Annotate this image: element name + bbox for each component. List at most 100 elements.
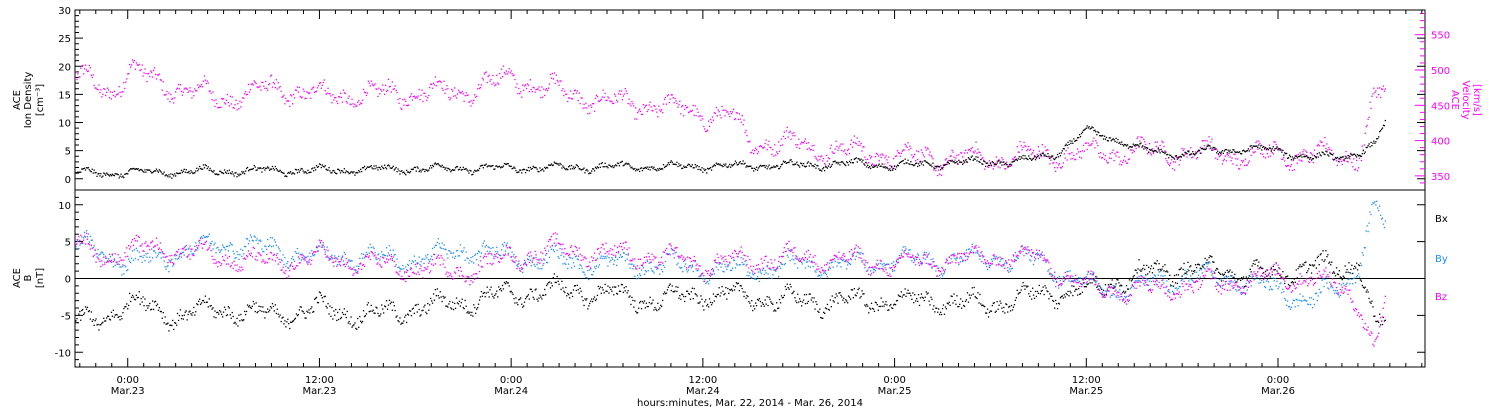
by-point (135, 247, 137, 249)
bx-point (1121, 285, 1123, 287)
density-point (535, 166, 537, 169)
velocity-point (1371, 95, 1373, 97)
velocity-point (683, 115, 685, 117)
velocity-point (1225, 160, 1227, 162)
velocity-point (1076, 153, 1078, 155)
bx-point (1123, 290, 1125, 292)
bx-point (250, 307, 252, 309)
velocity-point (264, 87, 266, 89)
bx-point (1287, 275, 1289, 277)
bx-point (969, 297, 971, 299)
bx-point (506, 282, 508, 284)
velocity-point (431, 83, 433, 86)
density-point (608, 164, 610, 166)
bx-point (1216, 267, 1218, 270)
density-point (104, 173, 106, 175)
bx-point (1065, 292, 1067, 295)
density-point (752, 167, 754, 169)
velocity-point (1175, 156, 1178, 158)
bx-point (155, 305, 158, 307)
bx-point (842, 299, 844, 301)
density-point (214, 173, 216, 175)
velocity-point (168, 92, 170, 94)
bx-point (1301, 265, 1303, 267)
density-point (725, 163, 727, 165)
velocity-point (454, 87, 456, 89)
velocity-point (341, 101, 344, 103)
bx-point (297, 314, 299, 316)
velocity-point (894, 155, 897, 157)
velocity-point (500, 77, 502, 79)
bx-point (402, 322, 404, 324)
velocity-point (798, 138, 800, 140)
density-point (703, 168, 705, 170)
velocity-point (1296, 162, 1298, 164)
velocity-point (1034, 155, 1037, 158)
velocity-point (597, 100, 599, 102)
bx-point (608, 292, 610, 294)
by-point (546, 262, 549, 264)
velocity-point (496, 74, 498, 76)
density-point (665, 165, 668, 167)
density-point (1031, 159, 1033, 161)
velocity-point (1138, 146, 1140, 148)
bx-point (674, 290, 676, 292)
bx-point (865, 305, 867, 307)
velocity-point (864, 156, 866, 158)
velocity-point (664, 96, 667, 99)
velocity-point (647, 108, 649, 111)
density-point (406, 169, 408, 171)
velocity-point (1165, 157, 1167, 160)
density-point (723, 163, 725, 165)
density-point (631, 166, 633, 168)
bx-point (1313, 264, 1316, 266)
density-point (1222, 152, 1224, 154)
bx-point (237, 325, 239, 327)
velocity-point (1130, 149, 1132, 151)
density-point (1171, 156, 1173, 158)
density-point (627, 162, 629, 165)
density-point (891, 166, 893, 168)
bx-point (1295, 269, 1297, 271)
by-point (147, 252, 149, 255)
density-point (435, 163, 437, 166)
density-point (955, 161, 957, 164)
velocity-point (1256, 140, 1258, 142)
by-point (361, 257, 364, 259)
velocity-point (663, 98, 666, 101)
density-point (1260, 145, 1262, 147)
by-point (471, 261, 473, 263)
velocity-point (519, 93, 521, 95)
density-point (566, 168, 568, 170)
bx-point (1337, 273, 1340, 276)
density-point (833, 160, 835, 163)
density-point (1044, 154, 1046, 156)
density-point (1267, 149, 1270, 151)
density-point (1213, 146, 1215, 149)
velocity-point (1249, 148, 1251, 151)
density-point (727, 166, 729, 169)
density-point (571, 168, 574, 170)
velocity-point (118, 86, 120, 88)
bx-point (941, 308, 944, 310)
by-point (242, 249, 244, 252)
density-point (604, 162, 606, 164)
bx-point (1376, 320, 1378, 323)
velocity-point (1380, 88, 1383, 90)
density-point (234, 172, 236, 174)
density-point (931, 165, 933, 168)
bx-point (857, 288, 859, 291)
density-point (229, 172, 231, 174)
by-point (341, 256, 344, 258)
density-point (215, 173, 217, 176)
bx-point (358, 326, 360, 328)
density-point (1134, 144, 1136, 146)
density-point (1354, 153, 1356, 155)
velocity-point (129, 63, 131, 66)
density-point (492, 165, 494, 167)
density-point (71, 172, 72, 173)
velocity-point (443, 80, 445, 82)
bx-point (244, 310, 246, 313)
velocity-point (353, 106, 355, 108)
bx-point (736, 283, 738, 285)
